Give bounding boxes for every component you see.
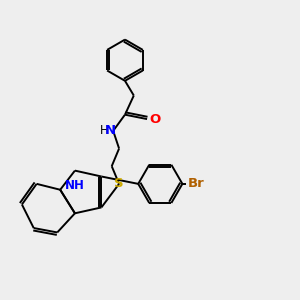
Text: S: S <box>114 177 124 190</box>
Text: NH: NH <box>65 179 85 192</box>
Text: N: N <box>105 124 116 137</box>
Text: O: O <box>149 112 160 126</box>
Text: H: H <box>99 124 108 137</box>
Text: Br: Br <box>188 177 204 190</box>
